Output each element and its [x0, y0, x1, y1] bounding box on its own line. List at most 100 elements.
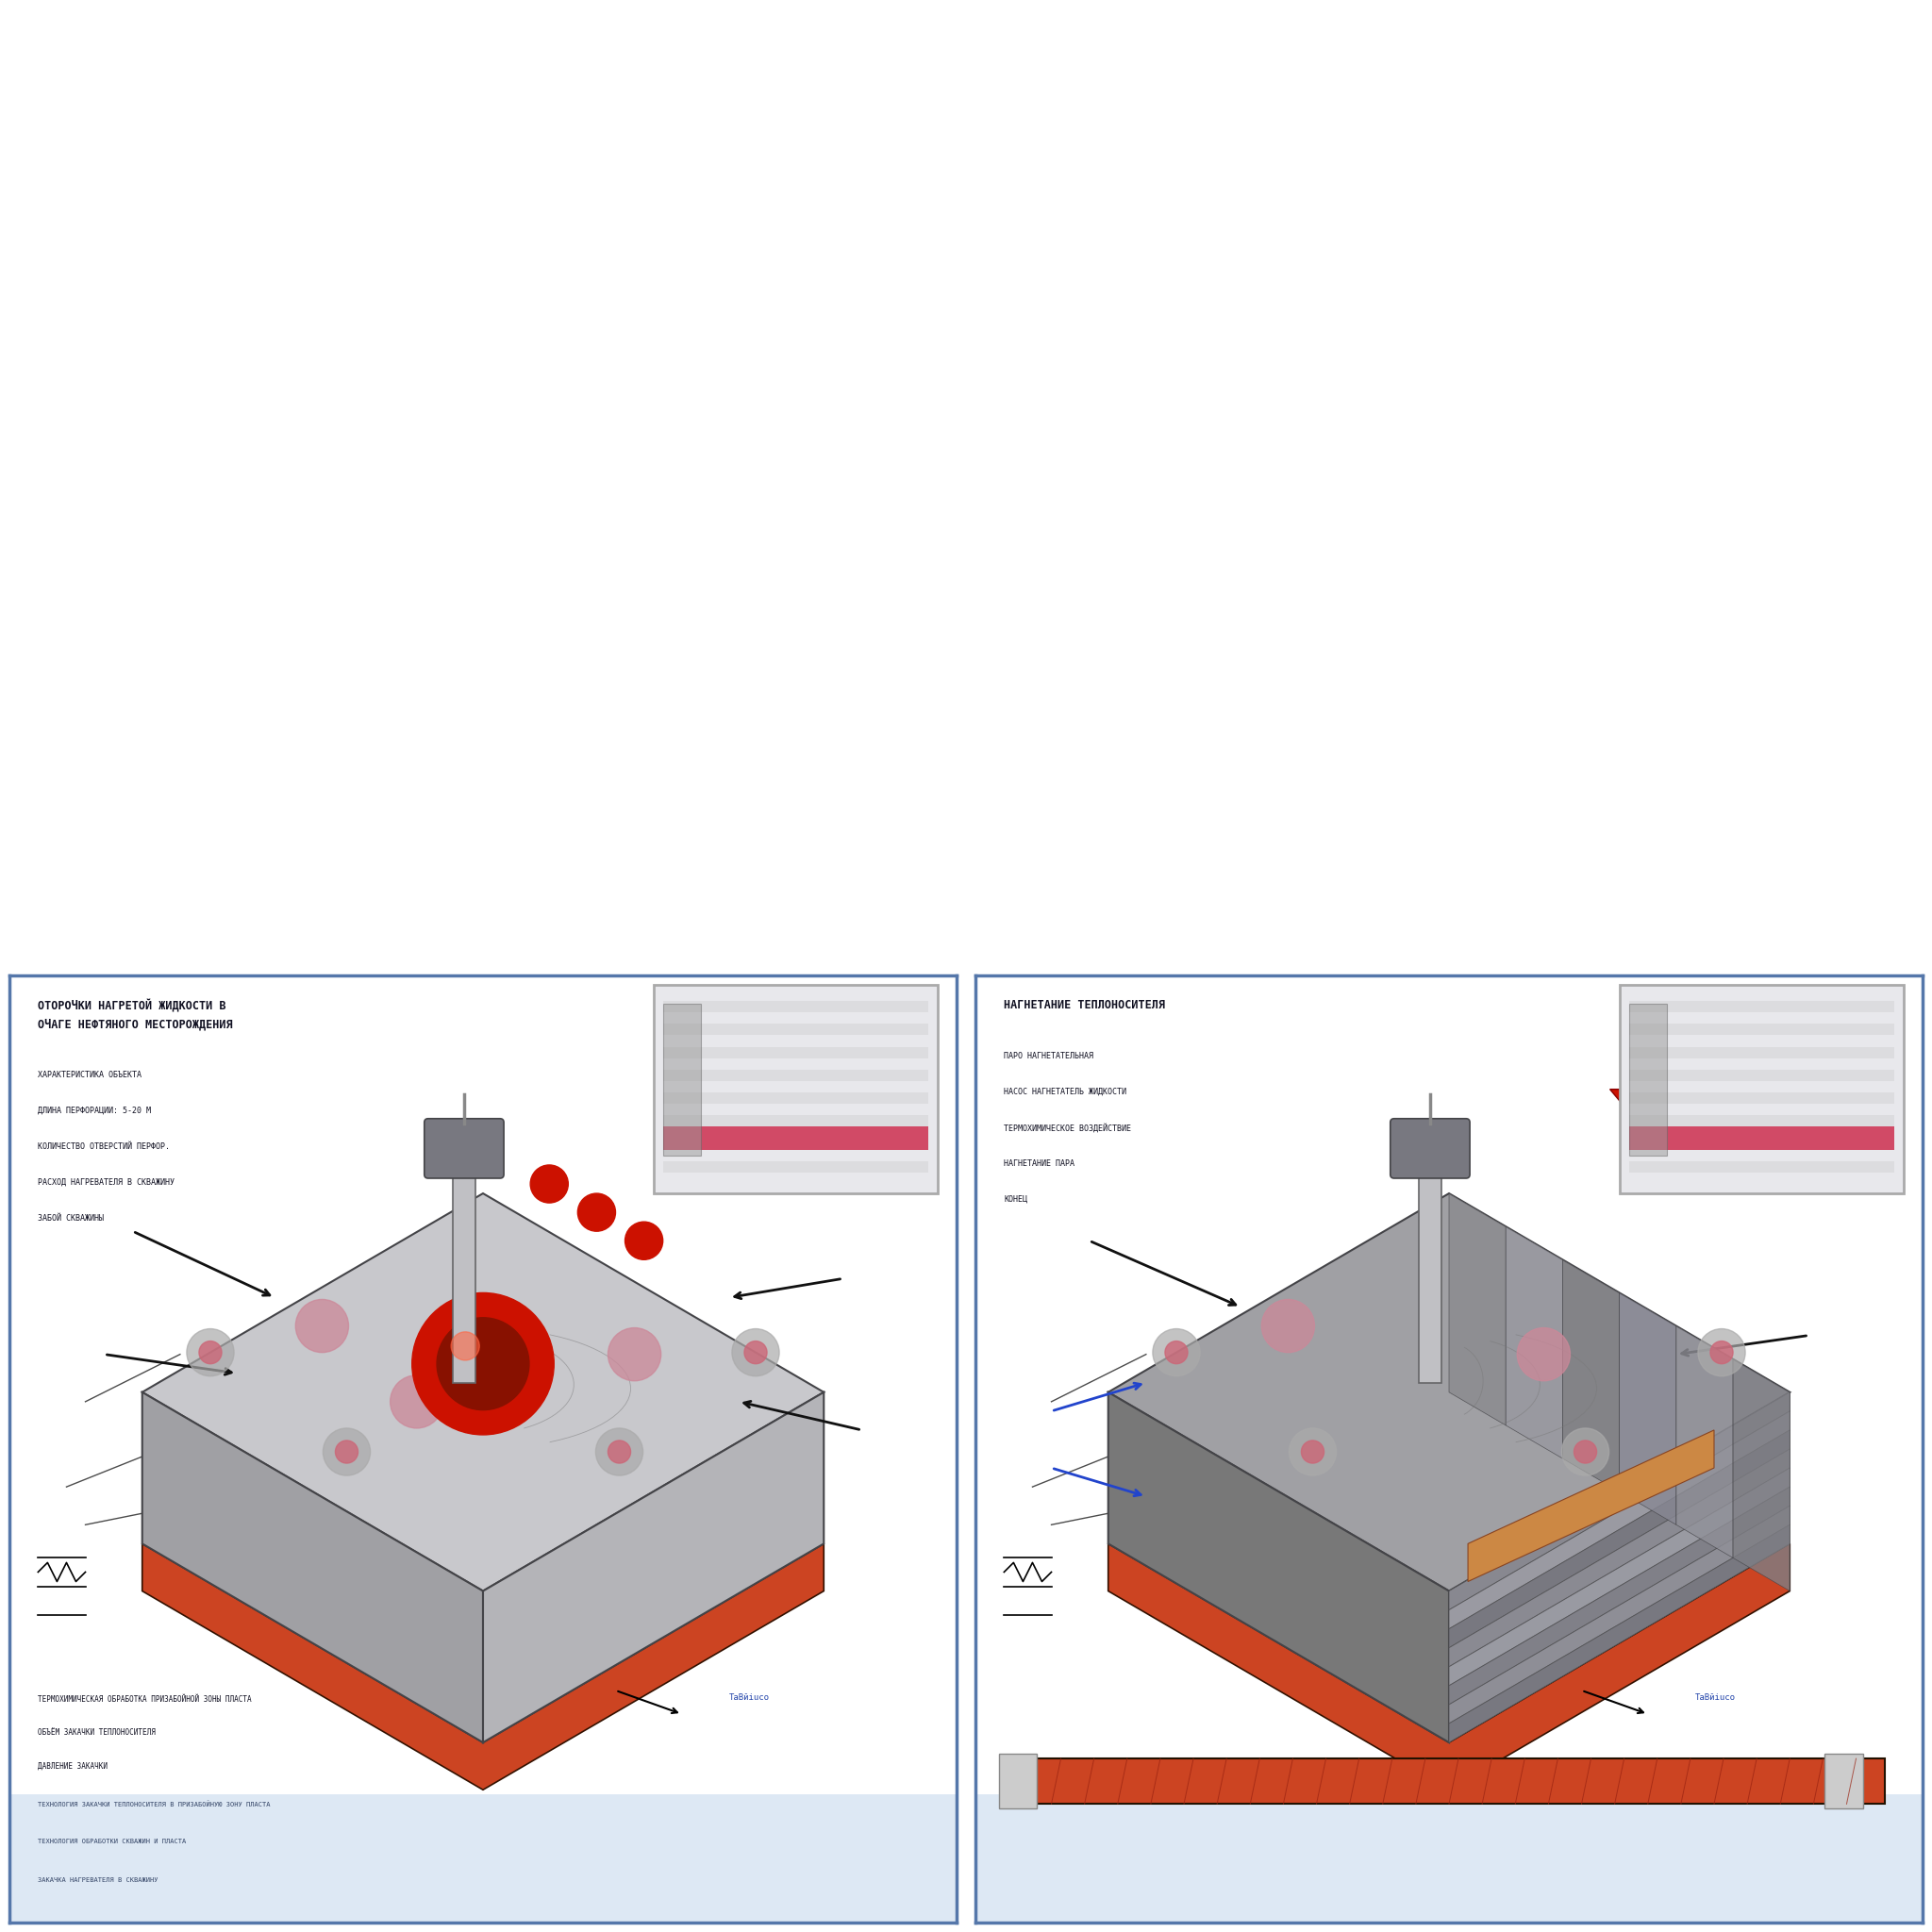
FancyBboxPatch shape — [1629, 1001, 1893, 1012]
Text: ТЕРМОХИМИЧЕСКОЕ ВОЗДЕЙСТВИЕ: ТЕРМОХИМИЧЕСКОЕ ВОЗДЕЙСТВИЕ — [1005, 1122, 1132, 1132]
Text: ХАРАКТЕРИСТИКА ОБЪЕКТА: ХАРАКТЕРИСТИКА ОБЪЕКТА — [39, 1070, 141, 1078]
Polygon shape — [1449, 1410, 1789, 1629]
Circle shape — [199, 1341, 222, 1364]
Circle shape — [1262, 1300, 1314, 1352]
Circle shape — [323, 1428, 371, 1476]
Text: КОНЕЦ: КОНЕЦ — [1005, 1196, 1028, 1204]
Text: НАСОС НАГНЕТАТЕЛЬ ЖИДКОСТИ: НАСОС НАГНЕТАТЕЛЬ ЖИДКОСТИ — [1005, 1088, 1126, 1095]
Circle shape — [609, 1327, 661, 1381]
Polygon shape — [1109, 1393, 1449, 1743]
Text: ТЕХНОЛОГИЯ ЗАКАЧКИ ТЕПЛОНОСИТЕЛЯ В ПРИЗАБОЙНУЮ ЗОНУ ПЛАСТА: ТЕХНОЛОГИЯ ЗАКАЧКИ ТЕПЛОНОСИТЕЛЯ В ПРИЗА… — [39, 1801, 270, 1808]
FancyBboxPatch shape — [1629, 1092, 1893, 1103]
Polygon shape — [1449, 1488, 1789, 1704]
FancyBboxPatch shape — [663, 1024, 927, 1036]
Circle shape — [529, 1165, 568, 1204]
Circle shape — [595, 1428, 643, 1476]
FancyBboxPatch shape — [1629, 1070, 1893, 1080]
Text: ЗАКАЧКА НАГРЕВАТЕЛЯ В СКВАЖИНУ: ЗАКАЧКА НАГРЕВАТЕЛЯ В СКВАЖИНУ — [39, 1876, 158, 1882]
FancyBboxPatch shape — [1629, 1161, 1893, 1173]
FancyBboxPatch shape — [452, 1165, 475, 1383]
Text: РАСХОД НАГРЕВАТЕЛЯ В СКВАЖИНУ: РАСХОД НАГРЕВАТЕЛЯ В СКВАЖИНУ — [39, 1179, 176, 1186]
FancyBboxPatch shape — [976, 1795, 1922, 1922]
FancyBboxPatch shape — [1629, 1126, 1893, 1150]
Text: ПАРО НАГНЕТАТЕЛЬНАЯ: ПАРО НАГНЕТАТЕЛЬНАЯ — [1005, 1051, 1094, 1061]
Circle shape — [390, 1376, 442, 1428]
FancyBboxPatch shape — [663, 1047, 927, 1059]
Circle shape — [336, 1441, 357, 1463]
Text: ОЧАГЕ НЕФТЯНОГО МЕСТОРОЖДЕНИЯ: ОЧАГЕ НЕФТЯНОГО МЕСТОРОЖДЕНИЯ — [39, 1018, 234, 1030]
Text: ТаВйiuco: ТаВйiuco — [728, 1692, 769, 1702]
Polygon shape — [1449, 1505, 1789, 1723]
Polygon shape — [1619, 1293, 1677, 1524]
Circle shape — [609, 1441, 630, 1463]
Text: ЗАБОЙ СКВАЖИНЫ: ЗАБОЙ СКВАЖИНЫ — [39, 1213, 104, 1223]
Text: ОБЪЁМ ЗАКАЧКИ ТЕПЛОНОСИТЕЛЯ: ОБЪЁМ ЗАКАЧКИ ТЕПЛОНОСИТЕЛЯ — [39, 1729, 156, 1737]
FancyBboxPatch shape — [1418, 1165, 1441, 1383]
Polygon shape — [1449, 1524, 1789, 1743]
Polygon shape — [143, 1194, 823, 1590]
Text: НАГНЕТАНИЕ ТЕПЛОНОСИТЕЛЯ: НАГНЕТАНИЕ ТЕПЛОНОСИТЕЛЯ — [1005, 999, 1165, 1012]
Circle shape — [187, 1329, 234, 1376]
Polygon shape — [1609, 1090, 1685, 1146]
FancyBboxPatch shape — [663, 1115, 927, 1126]
Text: ТЕРМОХИМИЧЕСКАЯ ОБРАБОТКА ПРИЗАБОЙНОЙ ЗОНЫ ПЛАСТА: ТЕРМОХИМИЧЕСКАЯ ОБРАБОТКА ПРИЗАБОЙНОЙ ЗО… — [39, 1694, 251, 1704]
FancyBboxPatch shape — [1629, 1024, 1893, 1036]
FancyBboxPatch shape — [1391, 1119, 1470, 1179]
Polygon shape — [1733, 1358, 1789, 1590]
Polygon shape — [1468, 1430, 1714, 1582]
Circle shape — [1165, 1341, 1188, 1364]
Circle shape — [1561, 1428, 1609, 1476]
Text: ДАВЛЕНИЕ ЗАКАЧКИ: ДАВЛЕНИЕ ЗАКАЧКИ — [39, 1762, 108, 1770]
Circle shape — [1517, 1327, 1571, 1381]
FancyBboxPatch shape — [1619, 985, 1903, 1194]
Circle shape — [1575, 1441, 1596, 1463]
FancyBboxPatch shape — [1014, 1758, 1884, 1804]
Circle shape — [1710, 1341, 1733, 1364]
FancyBboxPatch shape — [663, 1001, 927, 1012]
Circle shape — [744, 1341, 767, 1364]
FancyBboxPatch shape — [663, 1161, 927, 1173]
Circle shape — [412, 1293, 554, 1435]
Text: НАГНЕТАНИЕ ПАРА: НАГНЕТАНИЕ ПАРА — [1005, 1159, 1074, 1167]
Circle shape — [578, 1194, 616, 1231]
Text: ДЛИНА ПЕРФОРАЦИИ: 5-20 М: ДЛИНА ПЕРФОРАЦИИ: 5-20 М — [39, 1107, 151, 1115]
FancyBboxPatch shape — [663, 1126, 927, 1150]
Polygon shape — [1505, 1227, 1563, 1459]
Circle shape — [626, 1221, 663, 1260]
FancyBboxPatch shape — [663, 1092, 927, 1103]
FancyBboxPatch shape — [663, 1070, 927, 1080]
Circle shape — [1153, 1329, 1200, 1376]
Text: КОЛИЧЕСТВО ОТВЕРСТИЙ ПЕРФОР.: КОЛИЧЕСТВО ОТВЕРСТИЙ ПЕРФОР. — [39, 1142, 170, 1151]
Polygon shape — [143, 1544, 823, 1789]
Circle shape — [437, 1318, 529, 1410]
Circle shape — [450, 1331, 479, 1360]
Polygon shape — [483, 1393, 823, 1743]
Polygon shape — [1449, 1194, 1505, 1426]
Circle shape — [1289, 1428, 1337, 1476]
Polygon shape — [1449, 1393, 1789, 1609]
FancyBboxPatch shape — [999, 1754, 1037, 1808]
FancyBboxPatch shape — [1826, 1754, 1862, 1808]
FancyBboxPatch shape — [10, 1795, 956, 1922]
FancyBboxPatch shape — [653, 985, 937, 1194]
FancyBboxPatch shape — [663, 1005, 701, 1155]
Polygon shape — [1563, 1260, 1619, 1492]
Circle shape — [296, 1300, 348, 1352]
Polygon shape — [1449, 1430, 1789, 1648]
Polygon shape — [1109, 1194, 1789, 1590]
Polygon shape — [1109, 1544, 1789, 1789]
FancyBboxPatch shape — [425, 1119, 504, 1179]
Circle shape — [732, 1329, 779, 1376]
Circle shape — [1698, 1329, 1745, 1376]
Polygon shape — [1677, 1325, 1733, 1557]
Text: ТЕХНОЛОГИЯ ОБРАБОТКИ СКВАЖИН И ПЛАСТА: ТЕХНОЛОГИЯ ОБРАБОТКИ СКВАЖИН И ПЛАСТА — [39, 1839, 185, 1845]
Text: ОТОРОЧКИ НАГРЕТОЙ ЖИДКОСТИ В: ОТОРОЧКИ НАГРЕТОЙ ЖИДКОСТИ В — [39, 999, 226, 1012]
Polygon shape — [1449, 1449, 1789, 1667]
Circle shape — [1302, 1441, 1323, 1463]
Text: ТаВйiuco: ТаВйiuco — [1694, 1692, 1735, 1702]
FancyBboxPatch shape — [1629, 1115, 1893, 1126]
FancyBboxPatch shape — [1629, 1047, 1893, 1059]
FancyBboxPatch shape — [1629, 1005, 1667, 1155]
Polygon shape — [1449, 1468, 1789, 1685]
Polygon shape — [143, 1393, 483, 1743]
